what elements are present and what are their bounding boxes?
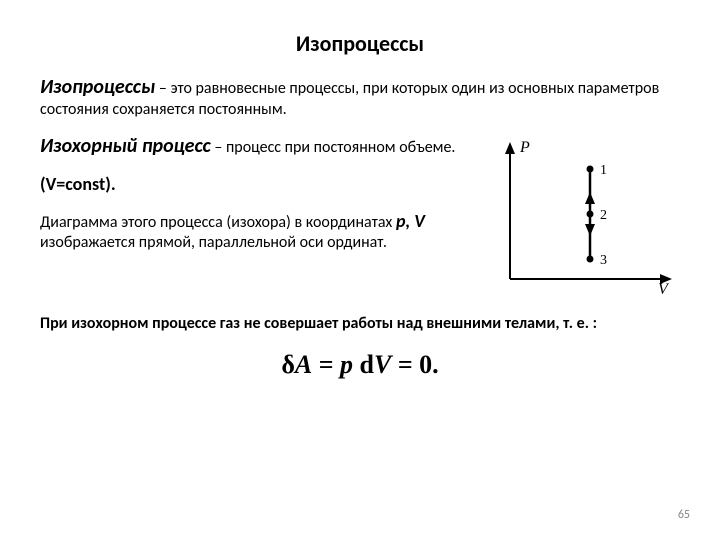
diagram-description: Диаграмма этого процесса (изохора) в коо… [40,210,460,253]
eq-zero: 0. [419,350,439,379]
left-column: Изохорный процесс – процесс при постоянн… [40,134,460,267]
page-title: Изопроцессы [40,30,680,57]
definition-paragraph: Изопроцессы – это равновесные процессы, … [40,75,680,120]
y-axis-label: P [519,139,530,156]
work-paragraph: При изохорном процессе газ не совершает … [40,314,680,334]
point-3 [587,256,594,263]
dash2: – [211,138,226,157]
pv-vars: p, V [396,210,425,232]
x-axis-label: V [658,281,670,298]
eq-eq1: = [312,350,340,379]
content-row: Изохорный процесс – процесс при постоянн… [40,134,680,304]
vconst-line: (V=const). [40,173,460,196]
page-number: 65 [678,508,690,522]
equation: δA = p dV = 0. [40,350,680,380]
point-2 [587,211,594,218]
eq-d: d [360,350,374,379]
down-arrow-icon [585,224,595,236]
diagram-desc-p2: изображается прямой, параллельной оси ор… [40,233,387,252]
term-isochoric: Изохорный процесс [40,134,211,158]
eq-a: A [295,350,312,379]
pv-diagram: P V 1 2 3 [480,134,680,304]
diagram-desc-p1: Диаграмма этого процесса (изохора) в коо… [40,213,396,232]
eq-v: V [374,350,391,379]
isochoric-text: процесс при постоянном объеме. [226,138,456,157]
vconst-text: (V=const). [40,173,116,195]
point-label-2: 2 [600,208,607,223]
point-label-3: 3 [600,253,607,268]
term-isoprocesses: Изопроцессы [40,75,155,99]
y-arrow-icon [505,142,515,154]
point-label-1: 1 [600,163,607,178]
point-1 [587,166,594,173]
eq-p: p [340,350,353,379]
eq-delta: δ [281,350,295,379]
work-text: При изохорном процессе газ не совершает … [40,314,597,333]
isochoric-paragraph: Изохорный процесс – процесс при постоянн… [40,134,460,159]
dash: – [155,79,170,98]
up-arrow-icon [585,192,595,204]
eq-eq2: = [391,350,419,379]
